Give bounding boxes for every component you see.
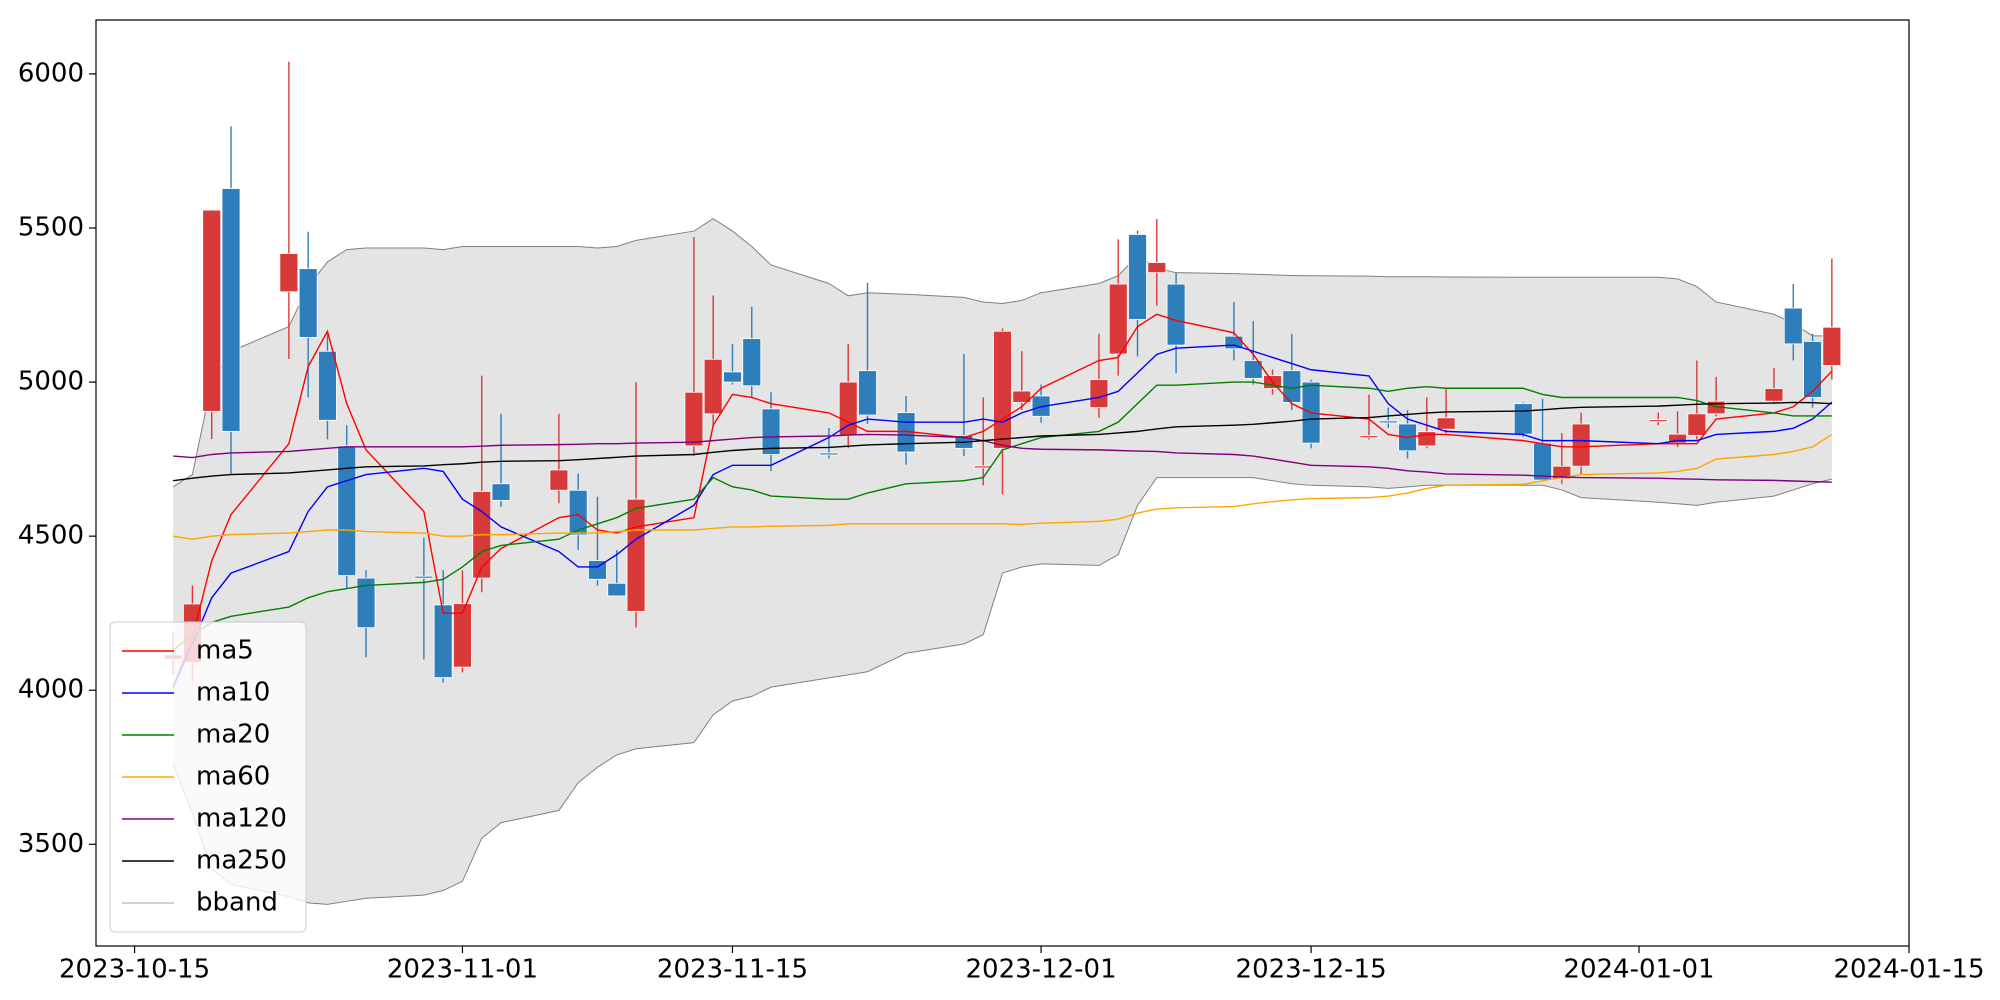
candle-body bbox=[1513, 403, 1533, 435]
ma-line bbox=[173, 433, 1833, 540]
legend: ma5 ma10 ma20 ma60 ma120 ma250 bband bbox=[109, 621, 307, 933]
candle-body bbox=[742, 338, 762, 387]
candle-body bbox=[588, 560, 607, 580]
candle-body bbox=[1803, 341, 1822, 398]
x-tick-label: 2023-12-01 bbox=[966, 955, 1117, 985]
candle-body bbox=[723, 371, 742, 383]
legend-label: ma20 bbox=[196, 720, 270, 750]
candle-body bbox=[1552, 465, 1572, 480]
candle-body bbox=[1147, 262, 1167, 274]
candle-body bbox=[221, 188, 241, 432]
x-tick-label: 2023-11-15 bbox=[657, 955, 808, 985]
candle-body bbox=[1012, 390, 1032, 403]
legend-label: ma250 bbox=[196, 846, 287, 876]
candle-body bbox=[318, 350, 337, 421]
candle-body bbox=[819, 452, 839, 456]
candle-body bbox=[356, 577, 376, 629]
y-tick-label: 6000 bbox=[18, 58, 84, 88]
candle-body bbox=[568, 489, 588, 536]
candle-body bbox=[491, 483, 511, 501]
candle-body bbox=[279, 253, 299, 293]
x-tick-label: 2023-11-01 bbox=[387, 955, 538, 985]
ma-line bbox=[172, 313, 1833, 688]
plot bbox=[163, 61, 1842, 905]
legend-label: ma120 bbox=[196, 804, 287, 834]
bband-area bbox=[173, 218, 1832, 905]
x-tick-label: 2023-12-15 bbox=[1236, 955, 1387, 985]
candle-body bbox=[858, 370, 877, 416]
ma-line bbox=[172, 381, 1832, 651]
candle-body bbox=[838, 381, 858, 436]
candle-body bbox=[703, 358, 723, 415]
candle-body bbox=[1648, 419, 1668, 423]
legend-label: ma10 bbox=[196, 678, 270, 708]
bband-upper bbox=[172, 218, 1832, 488]
y-tick-label: 5000 bbox=[18, 367, 84, 397]
y-tick-label: 5500 bbox=[18, 213, 84, 243]
bband-lower bbox=[172, 477, 1832, 905]
candle-body bbox=[1571, 423, 1591, 467]
candle-body bbox=[626, 498, 646, 612]
candle-body bbox=[761, 408, 781, 455]
legend-label: ma60 bbox=[196, 762, 270, 792]
y-tick-label: 4500 bbox=[18, 521, 84, 551]
candle-body bbox=[1243, 360, 1263, 379]
candle-body bbox=[202, 209, 222, 412]
ma-line bbox=[173, 401, 1832, 482]
candle-body bbox=[1687, 413, 1707, 436]
candle-body bbox=[414, 575, 434, 579]
candle-body bbox=[684, 391, 704, 447]
candle-body bbox=[1359, 435, 1379, 439]
candle-body bbox=[1166, 283, 1186, 346]
candle-body bbox=[1764, 388, 1784, 402]
legend-box bbox=[109, 621, 307, 933]
candle-body bbox=[973, 465, 993, 469]
candle-body bbox=[1128, 234, 1147, 320]
candle-body bbox=[453, 603, 472, 668]
candle-body bbox=[607, 582, 627, 597]
ma-line bbox=[173, 433, 1832, 483]
candle-body bbox=[1089, 379, 1109, 409]
x-tick-label: 2024-01-01 bbox=[1563, 955, 1714, 985]
candle-body bbox=[1822, 326, 1842, 366]
candle-body bbox=[1533, 442, 1552, 481]
candle-body bbox=[993, 330, 1012, 449]
candle-body bbox=[298, 268, 318, 338]
candle-body bbox=[1783, 307, 1803, 345]
candle-body bbox=[337, 445, 357, 577]
candle-body bbox=[549, 469, 569, 491]
candle-body bbox=[433, 604, 453, 678]
candle-body bbox=[1436, 417, 1456, 430]
candle-body bbox=[1108, 283, 1128, 355]
legend-label: bband bbox=[196, 888, 278, 918]
legend-label: ma5 bbox=[196, 636, 254, 666]
y-tick-label: 4000 bbox=[18, 675, 84, 705]
x-tick-label: 2023-10-15 bbox=[59, 955, 210, 985]
ma-line bbox=[172, 344, 1833, 688]
candle-body bbox=[1378, 420, 1398, 424]
y-tick-label: 3500 bbox=[18, 829, 84, 859]
x-tick-label: 2024-01-15 bbox=[1833, 955, 1984, 985]
